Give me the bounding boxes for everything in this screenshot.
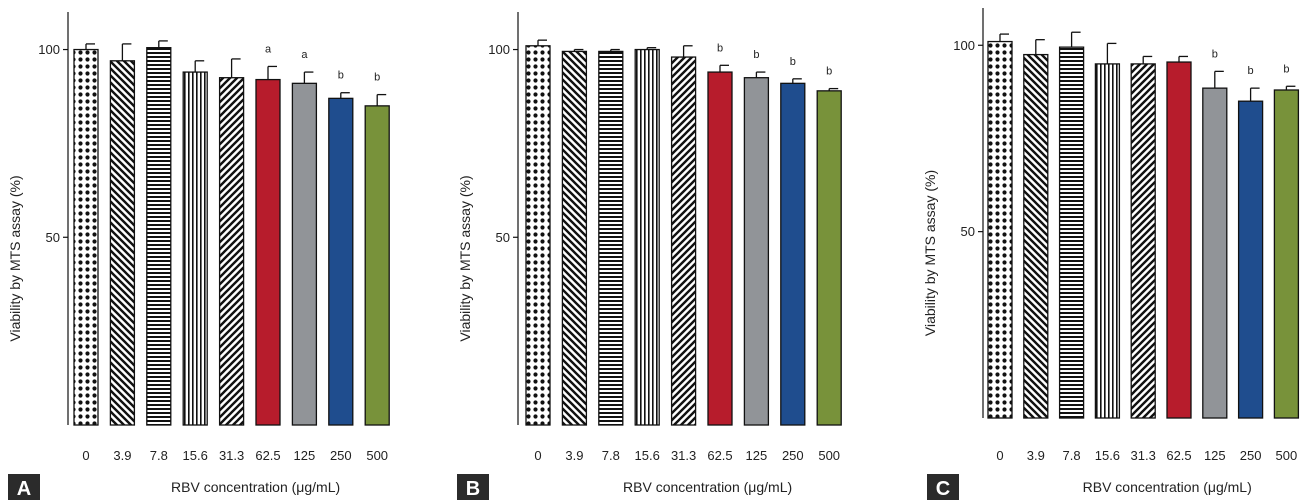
bar-7.8	[146, 47, 172, 426]
bar-125	[743, 77, 770, 426]
bar-125	[1202, 87, 1228, 419]
x-tick-label: 3.9	[113, 448, 131, 463]
x-tick-label: 15.6	[1095, 448, 1120, 463]
significance-label: b	[338, 70, 344, 82]
x-axis-title: RBV concentration (μg/mL)	[623, 479, 792, 495]
x-tick-label: 31.3	[671, 448, 696, 463]
x-tick-label: 3.9	[565, 448, 583, 463]
x-tick-label: 15.6	[183, 448, 208, 463]
bar-250	[1237, 100, 1264, 419]
panel-label: A	[17, 478, 31, 500]
panel-label-badge	[8, 474, 40, 500]
bar-0	[73, 48, 99, 426]
bar-62.5	[707, 71, 733, 426]
significance-label: b	[790, 56, 796, 68]
panel-label-badge	[457, 474, 489, 500]
x-tick-label: 3.9	[1027, 448, 1045, 463]
bar-62.5	[1166, 61, 1192, 419]
bar-7.8	[598, 50, 624, 426]
bar-250	[780, 82, 806, 426]
chart-panel-C: 50 100 Viability by MTS assay (%) 0 3.9 7.8 15…	[922, 8, 1300, 500]
y-axis-title: Viability by MTS assay (%)	[7, 175, 23, 341]
y-axis-title: Viability by MTS assay (%)	[457, 175, 473, 341]
x-axis-title: RBV concentration (μg/mL)	[1083, 479, 1252, 495]
panel-label: C	[936, 478, 950, 500]
y-tick-label: 50	[961, 224, 975, 239]
significance-label: b	[1248, 65, 1254, 77]
significance-label: b	[374, 72, 380, 84]
x-tick-label: 0	[996, 448, 1003, 463]
x-tick-label: 250	[1240, 448, 1262, 463]
bar-31.3	[1130, 63, 1156, 419]
significance-label: a	[301, 49, 308, 61]
bar-15.6	[634, 48, 660, 426]
x-tick-label: 7.8	[150, 448, 168, 463]
y-tick-label: 100	[953, 38, 975, 53]
panel-label: B	[466, 478, 480, 500]
x-tick-label: 0	[534, 448, 541, 463]
x-tick-label: 500	[818, 448, 840, 463]
bar-250	[328, 97, 354, 426]
significance-label: b	[826, 66, 832, 78]
x-tick-label: 500	[1276, 448, 1298, 463]
chart-panel-B: 50 100 Viability by MTS assay (%) 0 3.9 7.8 15…	[457, 12, 842, 500]
bar-3.9	[1023, 53, 1049, 419]
y-tick-label: 100	[38, 42, 60, 57]
bar-7.8	[1058, 46, 1085, 419]
x-tick-label: 500	[366, 448, 388, 463]
chart-panel-A: 50 100 Viability by MTS assay (%) 0 3.9 7.8 15…	[7, 12, 390, 500]
x-tick-label: 31.3	[219, 448, 244, 463]
x-tick-label: 31.3	[1131, 448, 1156, 463]
bar-500	[816, 90, 842, 426]
x-tick-label: 7.8	[1063, 448, 1081, 463]
y-tick-label: 50	[46, 230, 60, 245]
x-tick-label: 15.6	[635, 448, 660, 463]
y-axis-title: Viability by MTS assay (%)	[922, 170, 938, 336]
y-tick-label: 100	[488, 42, 510, 57]
significance-label: b	[717, 42, 723, 54]
bar-0	[987, 40, 1013, 419]
bar-15.6	[1094, 63, 1121, 419]
x-tick-label: 125	[294, 448, 316, 463]
x-tick-label: 125	[1204, 448, 1226, 463]
significance-label: b	[753, 49, 759, 61]
x-tick-label: 62.5	[1166, 448, 1191, 463]
y-tick-label: 50	[496, 230, 510, 245]
x-axis-title: RBV concentration (μg/mL)	[171, 479, 340, 495]
bar-0	[525, 45, 551, 426]
x-tick-label: 250	[782, 448, 804, 463]
x-tick-label: 62.5	[255, 448, 280, 463]
x-tick-label: 125	[746, 448, 768, 463]
significance-label: a	[265, 43, 272, 55]
bar-31.3	[670, 56, 697, 426]
bar-3.9	[561, 50, 588, 426]
bar-500	[364, 105, 390, 426]
bar-125	[291, 82, 318, 426]
x-tick-label: 62.5	[707, 448, 732, 463]
panel-label-badge	[927, 474, 959, 500]
x-tick-label: 250	[330, 448, 352, 463]
significance-label: b	[1283, 63, 1289, 75]
significance-label: b	[1212, 48, 1218, 60]
bar-15.6	[182, 71, 208, 426]
x-tick-label: 7.8	[602, 448, 620, 463]
bar-3.9	[109, 60, 136, 426]
bar-62.5	[255, 78, 281, 426]
bar-500	[1273, 89, 1300, 419]
bar-31.3	[218, 77, 245, 426]
x-tick-label: 0	[82, 448, 89, 463]
